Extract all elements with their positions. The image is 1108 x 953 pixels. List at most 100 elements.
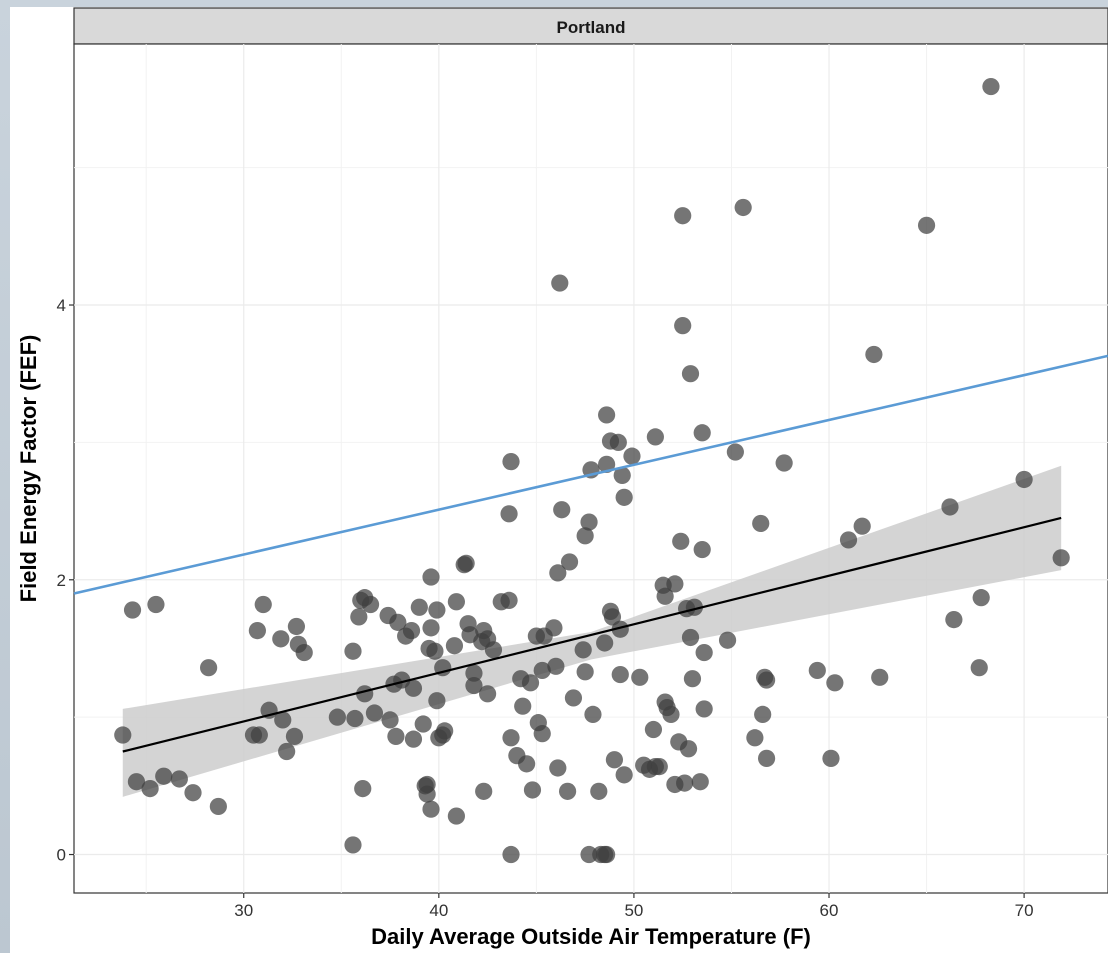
- data-point: [676, 774, 694, 792]
- data-point: [549, 564, 567, 582]
- data-point: [328, 708, 346, 726]
- data-point: [465, 664, 483, 682]
- data-point: [674, 317, 692, 335]
- data-point: [775, 454, 793, 472]
- data-point: [672, 532, 690, 550]
- data-point: [155, 767, 173, 785]
- data-point: [500, 505, 518, 523]
- data-point: [757, 749, 776, 767]
- data-point: [404, 679, 423, 697]
- data-point: [502, 845, 520, 864]
- data-point: [558, 782, 577, 800]
- data-point: [254, 595, 272, 614]
- data-point: [365, 704, 384, 722]
- data-point: [114, 726, 132, 744]
- data-point: [426, 642, 444, 660]
- data-point: [917, 216, 936, 234]
- data-point: [718, 631, 737, 649]
- trend-lines: [73, 354, 1108, 753]
- data-point: [475, 782, 493, 800]
- data-point: [679, 740, 698, 758]
- data-point: [808, 661, 826, 680]
- y-tick-label: 4: [57, 296, 66, 315]
- data-point: [354, 779, 372, 798]
- data-point: [344, 642, 362, 660]
- data-point: [598, 406, 616, 424]
- facet-strip: [73, 7, 1108, 45]
- data-point: [479, 685, 497, 703]
- data-point: [209, 797, 227, 816]
- data-point: [576, 663, 594, 681]
- data-point: [662, 705, 680, 724]
- data-point: [523, 781, 542, 799]
- data-point: [500, 591, 518, 609]
- reference-line: [73, 354, 1108, 595]
- data-point: [826, 674, 844, 692]
- data-point: [447, 593, 465, 611]
- regression-line: [122, 516, 1062, 753]
- data-point: [518, 755, 536, 773]
- data-point: [683, 670, 702, 688]
- data-point: [681, 365, 700, 383]
- data-point: [839, 531, 858, 549]
- data-point: [123, 601, 142, 619]
- data-point: [184, 784, 202, 802]
- data-point: [691, 773, 709, 791]
- y-tick-label: 2: [57, 571, 66, 590]
- x-tick-label: 30: [234, 901, 253, 920]
- data-point: [141, 779, 159, 798]
- data-point: [272, 630, 290, 648]
- data-point: [484, 641, 503, 659]
- data-point: [344, 836, 362, 854]
- data-point: [611, 620, 629, 638]
- data-point: [605, 751, 624, 769]
- data-point: [674, 207, 692, 225]
- data-point: [387, 727, 405, 745]
- data-point: [685, 598, 704, 616]
- y-axis-ticks: 0 2 4: [57, 296, 74, 865]
- data-point: [871, 668, 889, 686]
- data-points: [114, 77, 1070, 864]
- data-point: [465, 676, 483, 695]
- data-point: [695, 700, 713, 718]
- data-point: [574, 641, 592, 659]
- scatter-chart: Portland 30 40 50 60 70 0 2 4 Daily Average Ou…: [16, 7, 1108, 949]
- chart-frame: Portland 30 40 50 60 70 0 2 4 Daily Average Ou…: [10, 7, 1108, 953]
- data-point: [695, 643, 713, 662]
- data-point: [287, 617, 306, 636]
- data-point: [350, 608, 368, 626]
- data-point: [278, 742, 296, 761]
- data-point: [285, 727, 304, 745]
- data-point: [822, 749, 840, 767]
- data-point: [514, 697, 532, 715]
- data-point: [410, 598, 428, 616]
- data-point: [941, 498, 959, 516]
- data-point: [982, 77, 1000, 96]
- data-point: [590, 782, 608, 800]
- data-point: [609, 433, 627, 451]
- data-point: [533, 661, 551, 680]
- data-point: [623, 447, 641, 465]
- data-point: [972, 589, 990, 607]
- data-point: [381, 711, 399, 729]
- data-point: [127, 773, 146, 791]
- data-point: [551, 274, 569, 292]
- data-point: [457, 554, 475, 572]
- data-point: [361, 595, 380, 614]
- data-point: [757, 671, 776, 689]
- data-point: [422, 800, 440, 818]
- data-point: [422, 619, 440, 637]
- data-point: [170, 770, 188, 788]
- data-point: [428, 692, 446, 710]
- data-point: [560, 553, 579, 571]
- x-axis-ticks: 30 40 50 60 70: [234, 893, 1034, 920]
- y-tick-label: 0: [57, 846, 66, 865]
- data-point: [533, 725, 551, 743]
- data-point: [389, 613, 407, 631]
- data-point: [250, 726, 268, 744]
- data-point: [752, 514, 770, 533]
- data-point: [726, 443, 744, 461]
- data-point: [447, 807, 465, 825]
- data-point: [584, 705, 602, 724]
- x-tick-label: 70: [1015, 901, 1034, 920]
